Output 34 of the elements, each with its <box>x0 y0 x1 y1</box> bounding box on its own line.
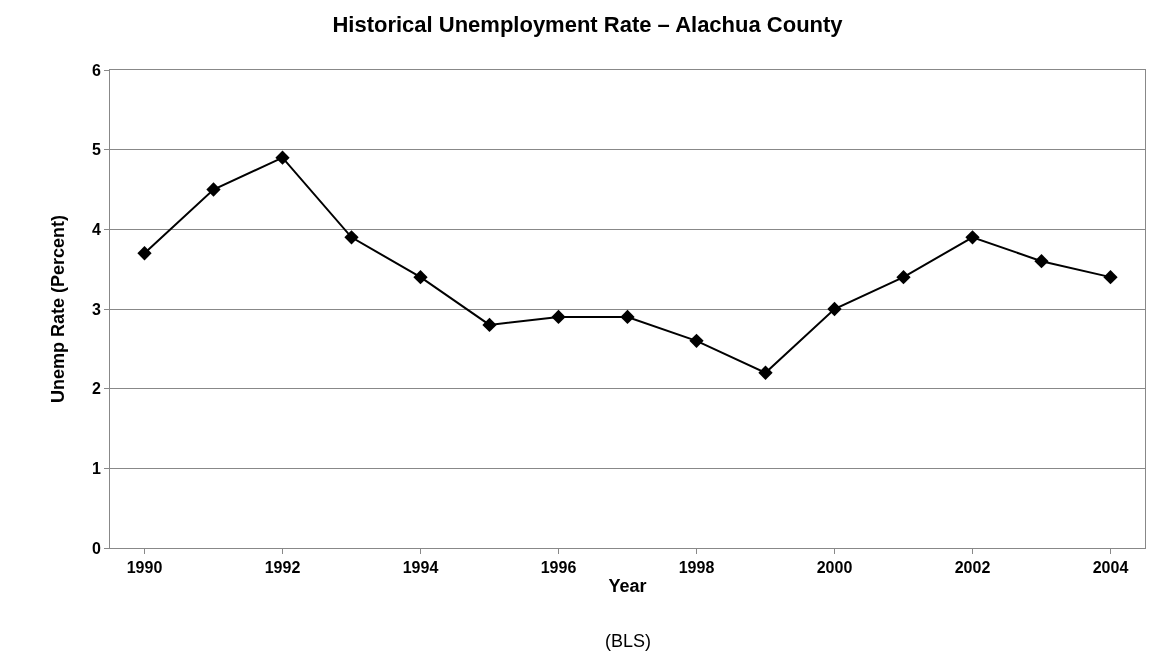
point <box>827 301 842 317</box>
point <box>206 182 221 197</box>
x-tick-label: 2000 <box>816 559 853 577</box>
y-tick-label: 1 <box>91 459 101 477</box>
x-axis-title: Year <box>608 576 647 597</box>
y-tick-label: 6 <box>91 61 101 79</box>
chart-title: Historical Unemployment Rate – Alachua County <box>332 11 844 37</box>
point <box>1034 254 1049 269</box>
y-tick-label: 3 <box>91 300 101 318</box>
y-tick-label: 0 <box>91 539 101 557</box>
point <box>413 269 428 285</box>
point <box>482 317 497 333</box>
point <box>758 365 773 380</box>
x-tick-label: 2002 <box>954 559 991 577</box>
y-tick-label: 5 <box>91 141 101 159</box>
text: (BLS) <box>605 631 652 651</box>
x-tick-label: 1998 <box>678 559 715 577</box>
point <box>965 230 980 245</box>
point <box>896 269 911 285</box>
point <box>689 333 704 349</box>
y-tick-label: 4 <box>91 220 101 238</box>
x-tick-label: 2004 <box>1092 559 1129 577</box>
y-axis-title: Unemp Rate (Percent) <box>48 214 68 404</box>
point <box>275 150 290 165</box>
point <box>1103 269 1118 285</box>
point <box>137 246 152 261</box>
point <box>620 309 635 325</box>
x-tick-label: 1990 <box>126 559 163 577</box>
x-tick-label: 1994 <box>402 559 439 577</box>
point <box>551 309 566 325</box>
y-tick-label: 2 <box>91 380 101 398</box>
point <box>344 230 359 245</box>
x-tick-label: 1996 <box>540 559 577 577</box>
x-tick-label: 1992 <box>264 559 301 577</box>
